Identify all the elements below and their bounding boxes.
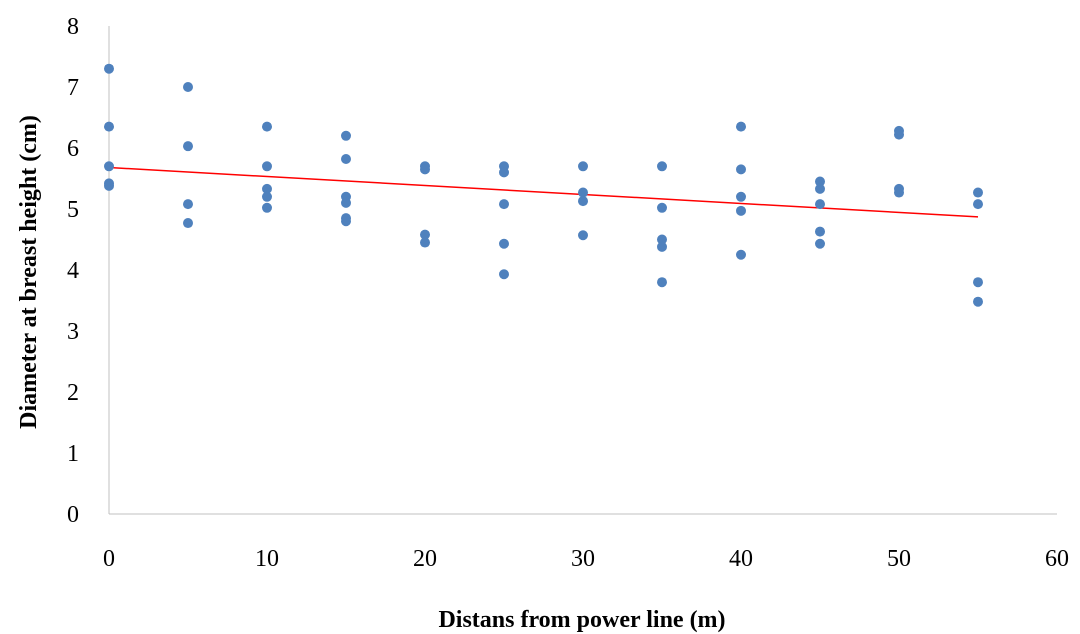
data-point bbox=[736, 249, 746, 260]
data-point bbox=[973, 296, 983, 307]
data-point bbox=[499, 199, 509, 210]
data-point bbox=[341, 130, 351, 141]
data-point bbox=[578, 161, 588, 172]
x-tick-label: 10 bbox=[255, 546, 279, 572]
x-tick-label: 20 bbox=[413, 546, 437, 572]
y-tick-label: 7 bbox=[67, 75, 79, 101]
data-points bbox=[104, 63, 983, 307]
y-tick-label: 3 bbox=[67, 319, 79, 345]
data-point bbox=[973, 187, 983, 198]
x-tick-label: 30 bbox=[571, 546, 595, 572]
x-axis-title: Distans from power line (m) bbox=[438, 607, 725, 633]
data-point bbox=[736, 191, 746, 202]
trendline bbox=[108, 166, 979, 218]
data-point bbox=[578, 187, 588, 198]
y-tick-label: 5 bbox=[67, 197, 79, 223]
data-point bbox=[736, 164, 746, 175]
y-tick-label: 6 bbox=[67, 136, 79, 162]
data-point bbox=[578, 196, 588, 207]
y-axis-title: Diameter at breast height (cm) bbox=[16, 115, 42, 429]
data-point bbox=[499, 167, 509, 178]
data-point bbox=[341, 197, 351, 208]
data-point bbox=[262, 202, 272, 213]
data-point bbox=[499, 238, 509, 249]
data-point bbox=[736, 121, 746, 132]
data-point bbox=[815, 176, 825, 187]
data-point bbox=[104, 63, 114, 74]
y-tick-label: 1 bbox=[67, 441, 79, 467]
x-tick-label: 40 bbox=[729, 546, 753, 572]
data-point bbox=[657, 161, 667, 172]
data-point bbox=[973, 199, 983, 210]
data-point bbox=[104, 161, 114, 172]
data-point bbox=[657, 234, 667, 245]
data-point bbox=[815, 199, 825, 210]
data-point bbox=[815, 183, 825, 194]
tick-labels: 0 1 2 3 4 5 6 7 8 0 10 20 30 40 50 60 bbox=[67, 14, 1069, 572]
data-point bbox=[736, 205, 746, 216]
data-point bbox=[341, 153, 351, 164]
data-point bbox=[657, 241, 667, 252]
data-point bbox=[183, 218, 193, 229]
x-tick-label: 0 bbox=[103, 546, 115, 572]
data-point bbox=[183, 199, 193, 210]
data-point bbox=[578, 230, 588, 241]
data-point bbox=[104, 180, 114, 191]
data-point bbox=[420, 229, 430, 240]
data-point bbox=[262, 183, 272, 194]
axes bbox=[108, 26, 1057, 515]
data-point bbox=[262, 191, 272, 202]
x-tick-label: 60 bbox=[1045, 546, 1069, 572]
data-point bbox=[499, 269, 509, 280]
data-point bbox=[262, 161, 272, 172]
data-point bbox=[262, 121, 272, 132]
data-point bbox=[341, 216, 351, 227]
data-point bbox=[420, 164, 430, 175]
trendline-layer bbox=[108, 166, 979, 218]
data-point bbox=[104, 121, 114, 132]
y-tick-label: 2 bbox=[67, 380, 79, 406]
data-point bbox=[183, 141, 193, 152]
data-point bbox=[973, 277, 983, 288]
y-tick-label: 4 bbox=[67, 258, 79, 284]
data-point bbox=[657, 277, 667, 288]
y-tick-label: 0 bbox=[67, 502, 79, 528]
data-point bbox=[657, 202, 667, 213]
data-point bbox=[815, 238, 825, 249]
x-tick-label: 50 bbox=[887, 546, 911, 572]
data-point bbox=[894, 129, 904, 140]
y-tick-label: 8 bbox=[67, 14, 79, 40]
data-point bbox=[894, 187, 904, 198]
data-point bbox=[420, 237, 430, 248]
data-point bbox=[183, 82, 193, 92]
data-point bbox=[815, 226, 825, 237]
